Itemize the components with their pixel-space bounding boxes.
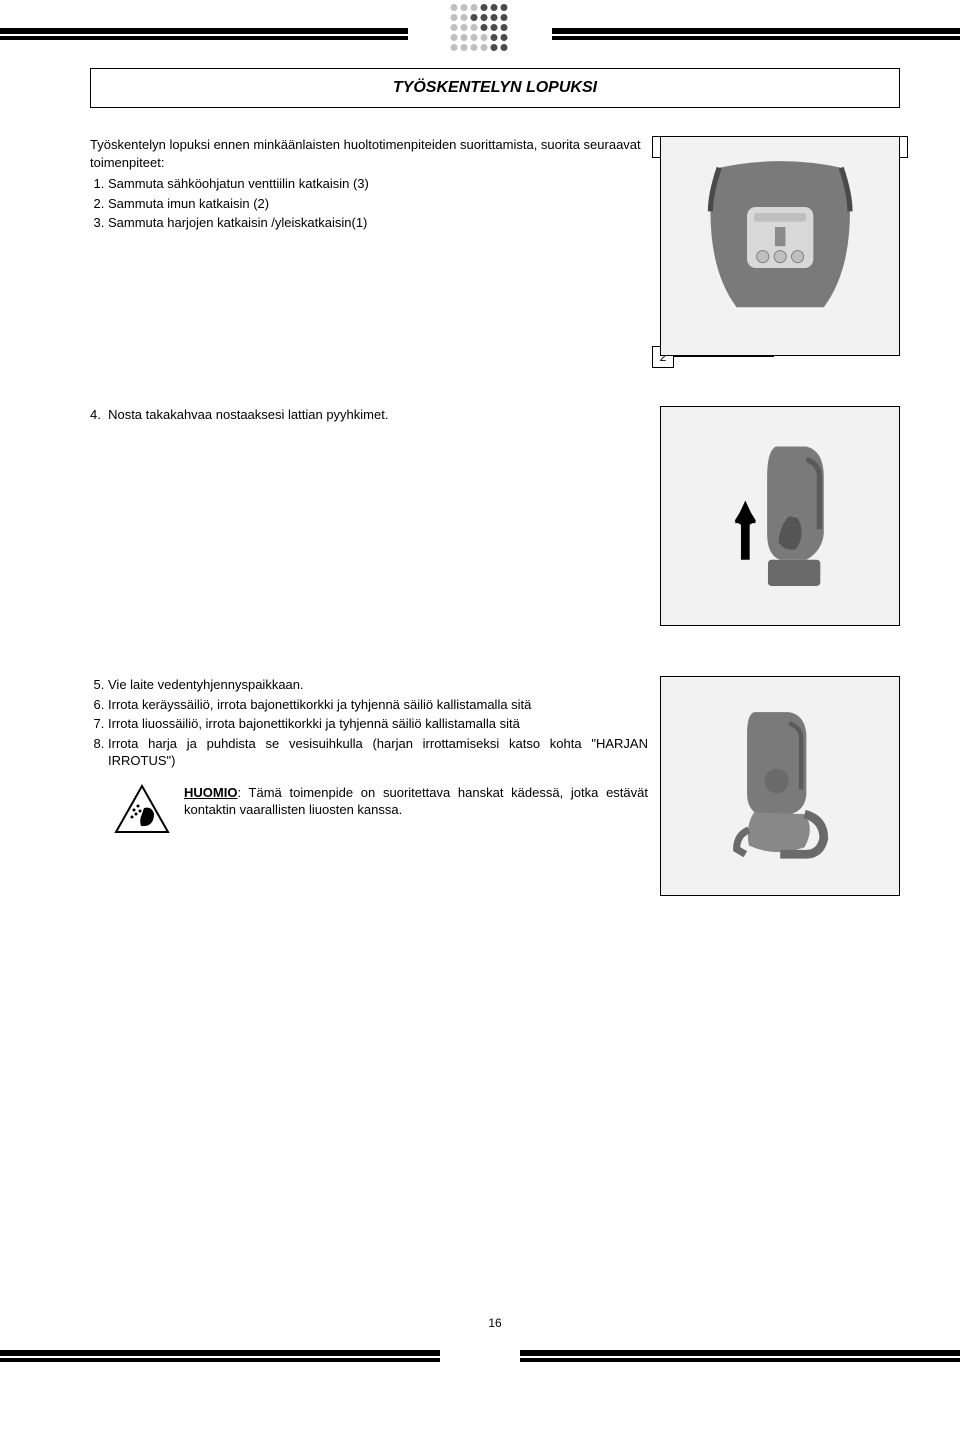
intro-text: Työskentelyn lopuksi ennen minkäänlaiste… [90, 136, 648, 171]
step-1: Sammuta sähköohjatun venttiilin katkaisi… [108, 175, 648, 193]
figure-1-block: 1 3 2 [660, 136, 900, 356]
step-7: Irrota liuossäiliö, irrota bajonettikork… [108, 715, 648, 733]
figure-3 [660, 676, 900, 896]
figure-2-block [660, 406, 900, 626]
intro-block: Työskentelyn lopuksi ennen minkäänlaiste… [90, 136, 648, 356]
row-3: Vie laite vedentyhjennyspaikkaan. Irrota… [90, 676, 900, 896]
device-control-panel-icon [685, 159, 875, 333]
warning-body: : Tämä toimenpide on suoritettava hanska… [184, 785, 648, 818]
step4-block: 4. Nosta takakahvaa nostaaksesi lattian … [90, 406, 648, 626]
step-4-num: 4. [90, 407, 101, 422]
warning-label: HUOMIO [184, 785, 237, 800]
figure-3-block [660, 676, 900, 896]
step-4-text: Nosta takakahvaa nostaaksesi lattian pyy… [108, 407, 388, 422]
warning-triangle-icon [114, 784, 170, 834]
steps-list-b: Vie laite vedentyhjennyspaikkaan. Irrota… [90, 676, 648, 770]
page-body: TYÖSKENTELYN LOPUKSI Työskentelyn lopuks… [0, 68, 960, 1330]
figure-1 [660, 136, 900, 356]
row-1: Työskentelyn lopuksi ennen minkäänlaiste… [90, 136, 900, 356]
step-8: Irrota harja ja puhdista se vesisuihkull… [108, 735, 648, 770]
device-lift-icon [685, 429, 875, 603]
header-ornament [0, 0, 960, 48]
figure-2 [660, 406, 900, 626]
warning-text: HUOMIO: Tämä toimenpide on suoritettava … [184, 784, 648, 819]
step-6: Irrota keräyssäiliö, irrota bajonettikor… [108, 696, 648, 714]
footer-ornament [0, 1340, 960, 1380]
row-2: 4. Nosta takakahvaa nostaaksesi lattian … [90, 406, 900, 626]
device-tank-remove-icon [685, 699, 875, 873]
warning-block: HUOMIO: Tämä toimenpide on suoritettava … [90, 784, 648, 834]
callout-2-line [674, 356, 774, 357]
section-title: TYÖSKENTELYN LOPUKSI [90, 68, 900, 108]
page-number: 16 [90, 1316, 900, 1330]
steps-list-a: Sammuta sähköohjatun venttiilin katkaisi… [90, 175, 648, 232]
step-2: Sammuta imun katkaisin (2) [108, 195, 648, 213]
step-3: Sammuta harjojen katkaisin /yleiskatkais… [108, 214, 648, 232]
steps-b-block: Vie laite vedentyhjennyspaikkaan. Irrota… [90, 676, 648, 896]
step-5: Vie laite vedentyhjennyspaikkaan. [108, 676, 648, 694]
